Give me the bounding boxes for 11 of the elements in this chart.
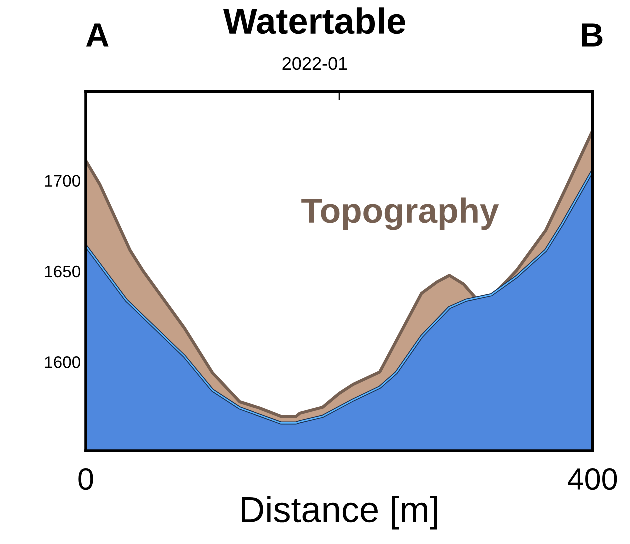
chart-subtitle: 2022-01 xyxy=(282,57,348,70)
text: B xyxy=(582,24,603,47)
x-tick-label: 0 xyxy=(78,468,94,490)
series-label: Topography xyxy=(302,198,500,230)
text: A xyxy=(86,24,109,47)
y-tick-label: 1650 xyxy=(45,266,80,278)
y-tick-label: 1700 xyxy=(45,175,80,187)
x-tick-label: 400 xyxy=(568,468,618,490)
y-tick-label: 1600 xyxy=(45,356,80,368)
x-axis-title: Distance [m] xyxy=(242,496,438,530)
chart-title: Watertable xyxy=(223,8,406,34)
